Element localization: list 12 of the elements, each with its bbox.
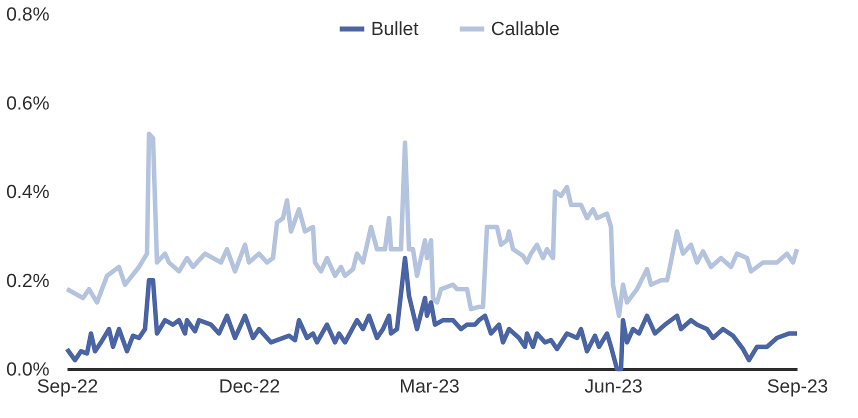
y-tick-label: 0.4% [6, 182, 50, 203]
line-series [64, 132, 800, 318]
legend-label: Callable [491, 19, 560, 40]
y-tick-label: 0.2% [6, 270, 50, 292]
legend-label: Bullet [371, 19, 420, 40]
x-tick-label: Mar-23 [399, 376, 460, 398]
y-tick-label: 0.8% [6, 4, 50, 26]
x-tick-label: Dec-22 [218, 376, 280, 398]
y-tick-label: 0.6% [6, 93, 50, 114]
x-tick-label: Jun-23 [584, 376, 643, 398]
x-tick-label: Sep-23 [766, 376, 828, 398]
line-series [64, 256, 800, 372]
